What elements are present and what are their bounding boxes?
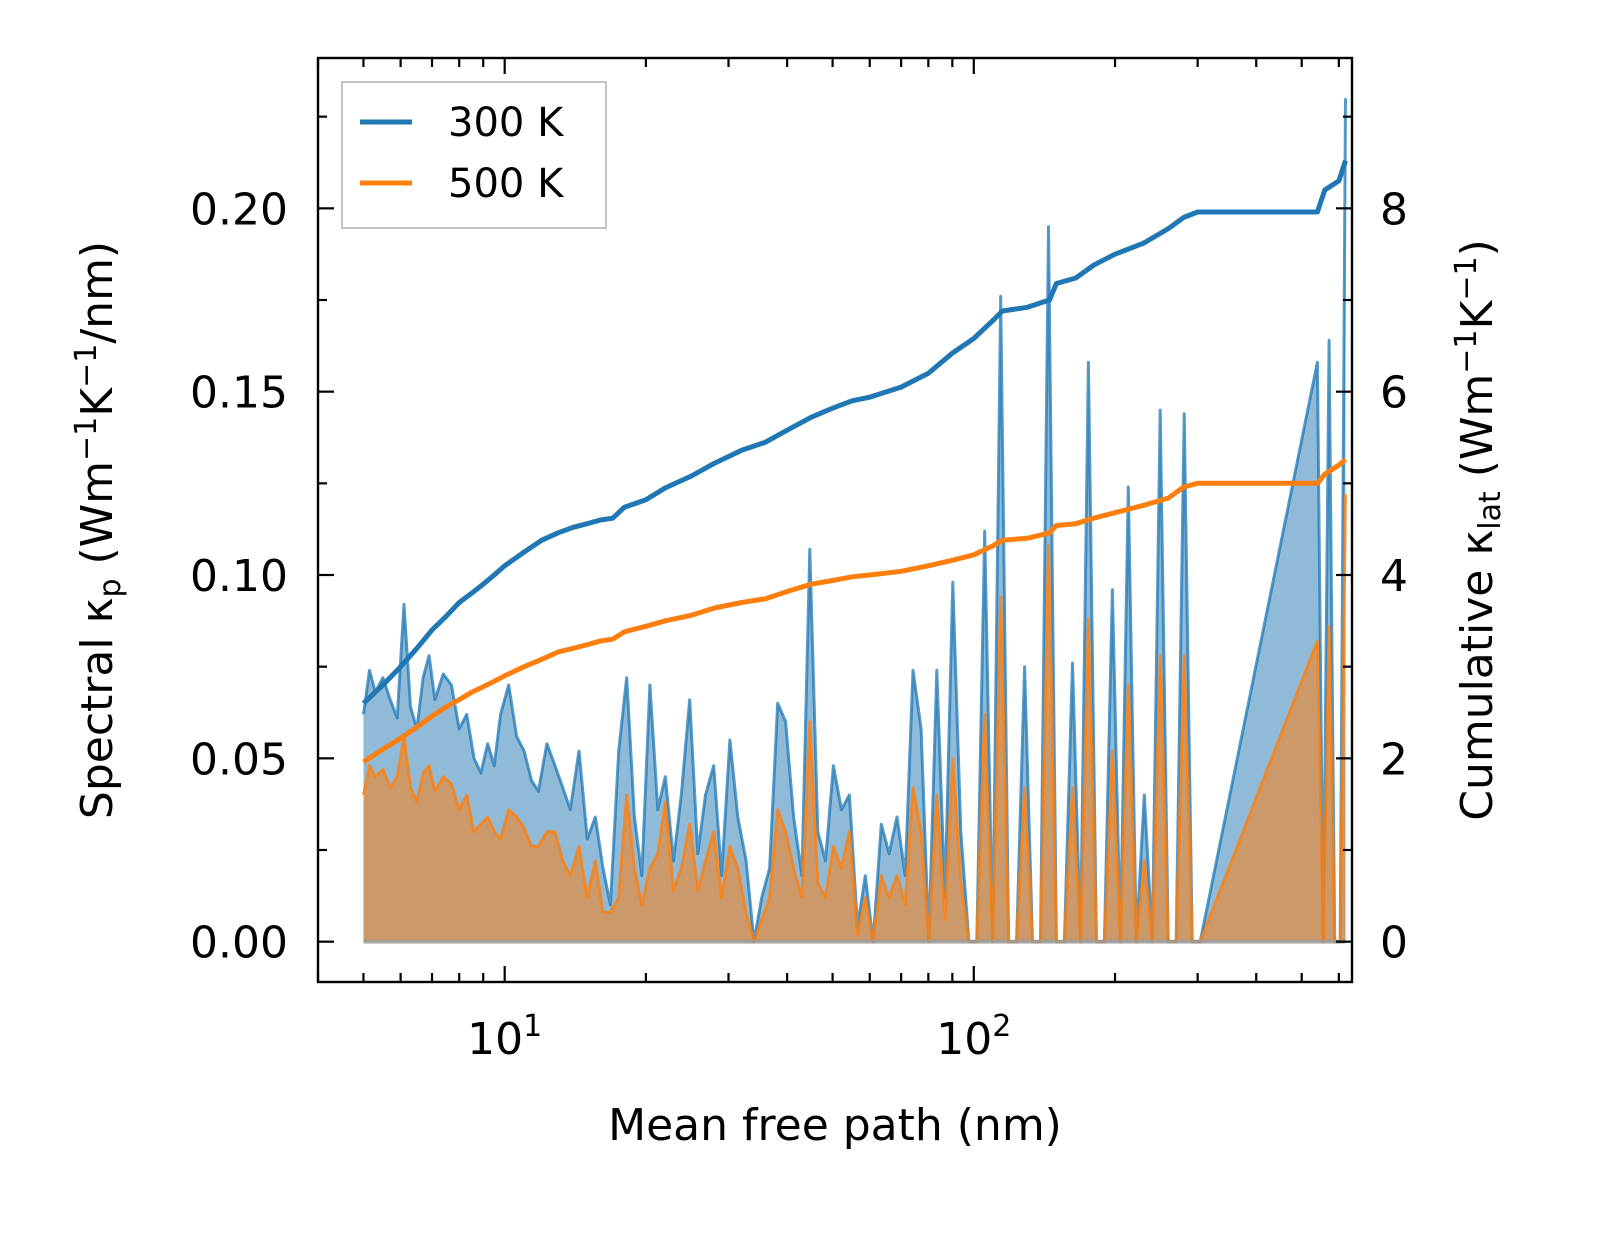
y-left-tick-label: 0.00 xyxy=(190,918,288,969)
y-right-title-main: Cumulative κ xyxy=(1452,530,1503,821)
y-left-tick-label: 0.20 xyxy=(190,184,288,235)
plot-series-group xyxy=(361,98,1348,944)
y-left-tick-label: 0.05 xyxy=(190,734,288,785)
y-left-tick-label: 0.10 xyxy=(190,551,288,602)
y-right-tick-label: 6 xyxy=(1380,368,1408,419)
y-left-title-sup2: −1 xyxy=(69,344,104,388)
cumulative-500k-line xyxy=(362,457,1348,765)
y-right-axis-title: Cumulative κlat (Wm−1K−1) xyxy=(1449,239,1508,821)
x-tick-label: 101 xyxy=(467,1009,542,1065)
legend-label-300k: 300 K xyxy=(448,100,565,146)
x-tick-label-base: 10 xyxy=(936,1014,992,1065)
y-left-title-sup1: −1 xyxy=(69,417,104,461)
x-tick-label-exp: 2 xyxy=(992,1009,1011,1044)
spectral-500k-fill xyxy=(363,494,1346,942)
cumulative-300k-line xyxy=(361,159,1348,706)
x-tick-label-base: 10 xyxy=(467,1014,523,1065)
y-left-title-unit-wm: (Wm xyxy=(72,461,123,579)
y-right-tick-label: 8 xyxy=(1380,184,1408,235)
y-right-title-sup1: −1 xyxy=(1449,329,1484,373)
y-right-title-close: ) xyxy=(1452,239,1503,256)
y-right-tick-label: 0 xyxy=(1380,918,1408,969)
y-right-title-unit-k: K xyxy=(1452,299,1503,329)
ticks-layer xyxy=(316,58,1352,982)
y-left-title-unit-nm: /nm) xyxy=(72,241,123,344)
x-axis-title: Mean free path (nm) xyxy=(608,1100,1062,1151)
y-left-axis-title: Spectral κp (Wm−1K−1/nm) xyxy=(69,241,128,819)
series-layer xyxy=(361,98,1348,944)
y-left-title-sub: p xyxy=(93,578,128,597)
legend-label-500k: 500 K xyxy=(448,161,565,207)
plot-frame xyxy=(316,56,1354,984)
y-left-title-unit-k: K xyxy=(72,387,123,417)
x-tick-label: 102 xyxy=(936,1009,1011,1065)
y-left-title-main: Spectral κ xyxy=(72,598,123,820)
y-right-title-unit-wm: (Wm xyxy=(1452,374,1503,492)
y-right-title-sup2: −1 xyxy=(1449,256,1484,300)
legend: 300 K 500 K xyxy=(341,81,607,229)
y-right-tick-label: 2 xyxy=(1380,734,1408,785)
y-left-tick-label: 0.15 xyxy=(190,368,288,419)
y-right-title-sub: lat xyxy=(1473,491,1508,530)
y-right-tick-label: 4 xyxy=(1380,551,1408,602)
x-tick-label-exp: 1 xyxy=(523,1009,542,1044)
legend-box xyxy=(341,81,607,229)
